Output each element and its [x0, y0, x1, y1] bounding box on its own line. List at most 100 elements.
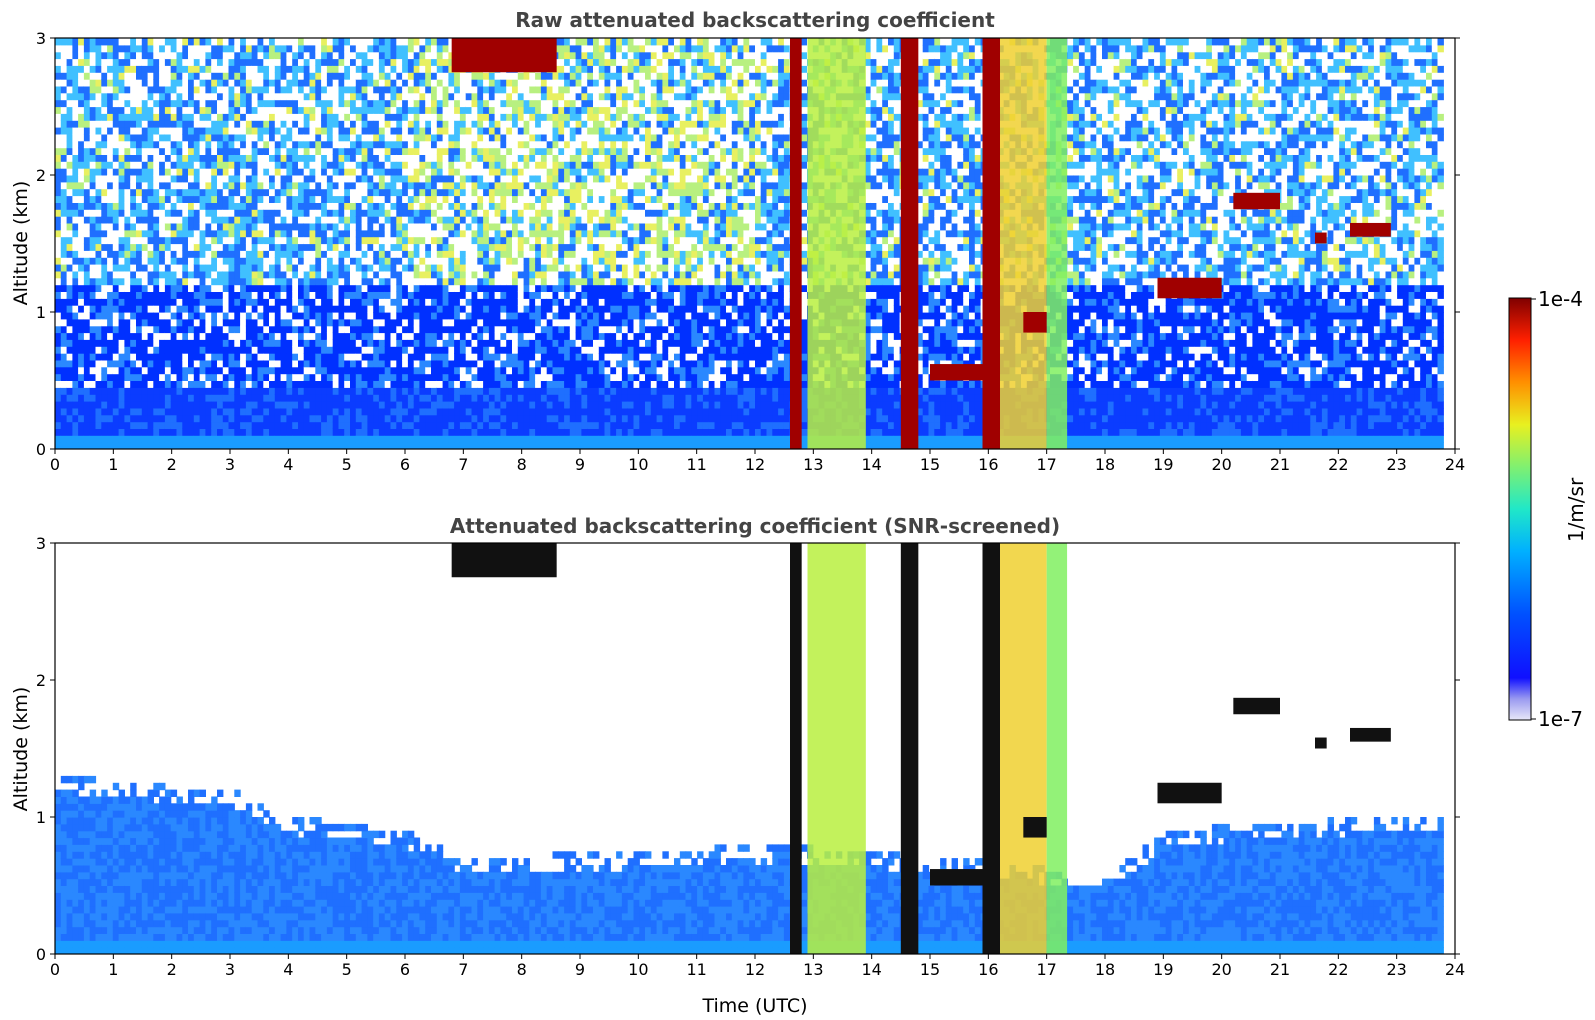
x-tick-label: 11	[686, 960, 706, 979]
cloud-layer	[1233, 697, 1280, 715]
x-tick-label: 0	[50, 960, 60, 979]
colorbar-gradient	[1508, 297, 1532, 721]
panel-title-raw: Raw attenuated backscattering coefficien…	[515, 8, 995, 32]
x-axis-label: Time (UTC)	[701, 995, 807, 1017]
x-tick-label: 6	[400, 455, 410, 474]
cloud-layer	[930, 869, 983, 886]
x-tick-label: 24	[1445, 455, 1465, 474]
x-tick-label: 20	[1211, 455, 1231, 474]
cloud-layer	[1315, 232, 1327, 244]
backscatter-field	[55, 38, 1444, 450]
x-tick-label: 21	[1270, 960, 1290, 979]
x-tick-label: 6	[400, 960, 410, 979]
precipitation-column	[807, 543, 866, 954]
colorbar: 1e-4 1e-7 1/m/sr	[1508, 287, 1588, 731]
x-tick-label: 5	[342, 960, 352, 979]
x-tick-label: 15	[920, 455, 940, 474]
x-tick-label: 19	[1153, 455, 1173, 474]
x-tick-label: 1	[108, 455, 118, 474]
cloud-layer	[1157, 277, 1222, 299]
x-tick-label: 0	[50, 455, 60, 474]
x-tick-label: 2	[167, 455, 177, 474]
y-ticks-raw: 0 1 2 3	[36, 29, 1460, 459]
x-tick-label: 9	[575, 455, 585, 474]
x-tick-label: 14	[861, 960, 881, 979]
x-tick-label: 8	[517, 960, 527, 979]
cloud-layer	[1350, 727, 1391, 742]
x-tick-label: 24	[1445, 960, 1465, 979]
x-tick-label: 10	[628, 455, 648, 474]
precipitation-column	[807, 38, 866, 449]
plot-area-raw	[55, 38, 1455, 450]
x-tick-label: 16	[978, 455, 998, 474]
y-axis-label-raw: Altitude (km)	[10, 181, 32, 306]
colorbar-max-label: 1e-4	[1538, 287, 1583, 311]
cloud-layer	[451, 38, 557, 73]
colorbar-unit-label: 1/m/sr	[1564, 477, 1588, 542]
x-tick-label: 16	[978, 960, 998, 979]
x-tick-label: 23	[1386, 455, 1406, 474]
panel-screened: Attenuated backscattering coefficient (S…	[10, 514, 1465, 1017]
cloud-layer	[900, 543, 919, 954]
x-tick-label: 22	[1328, 455, 1348, 474]
cloud-layer	[982, 543, 1000, 954]
colorbar-min-label: 1e-7	[1538, 707, 1583, 731]
panel-title-screened: Attenuated backscattering coefficient (S…	[450, 514, 1060, 538]
x-tick-label: 1	[108, 960, 118, 979]
y-tick-label: 2	[36, 671, 46, 690]
x-tick-label: 9	[575, 960, 585, 979]
x-tick-label: 19	[1153, 960, 1173, 979]
x-tick-label: 17	[1036, 455, 1056, 474]
x-tick-label: 13	[803, 960, 823, 979]
cloud-layer	[1023, 312, 1047, 333]
x-tick-label: 23	[1386, 960, 1406, 979]
x-tick-label: 12	[745, 960, 765, 979]
plot-area-screened	[55, 543, 1455, 955]
x-ticks-raw: 0 1 2 3 4 5 6 7 8 9 10 11 12 13 14 15 16 17 18 19 20 21 22 23 24	[50, 449, 1465, 474]
x-tick-label: 10	[628, 960, 648, 979]
backscatter-field	[55, 775, 1444, 955]
x-tick-label: 4	[283, 960, 293, 979]
x-tick-label: 15	[920, 960, 940, 979]
x-tick-label: 11	[686, 455, 706, 474]
cloud-layer	[1157, 782, 1222, 804]
y-ticks-screened: 0 1 2 3	[36, 534, 1460, 964]
cloud-layer	[451, 543, 557, 578]
x-tick-label: 12	[745, 455, 765, 474]
x-tick-label: 4	[283, 455, 293, 474]
y-tick-label: 1	[36, 808, 46, 827]
cloud-layer	[900, 38, 919, 449]
x-tick-label: 17	[1036, 960, 1056, 979]
cloud-layer	[790, 543, 802, 954]
x-tick-label: 13	[803, 455, 823, 474]
y-tick-label: 0	[36, 945, 46, 964]
cloud-layer	[930, 364, 983, 381]
x-tick-label: 20	[1211, 960, 1231, 979]
cloud-layer	[1233, 192, 1280, 210]
x-tick-label: 2	[167, 960, 177, 979]
y-axis-label-screened: Altitude (km)	[10, 687, 32, 812]
panel-raw: Raw attenuated backscattering coefficien…	[10, 8, 1465, 474]
x-ticks-screened: 0 1 2 3 4 5 6 7 8 9 10 11 12 13 14 15 16 17 18 19 20 21 22 23 24	[50, 954, 1465, 979]
y-tick-label: 2	[36, 166, 46, 185]
x-tick-label: 18	[1095, 455, 1115, 474]
x-tick-label: 3	[225, 455, 235, 474]
x-tick-label: 7	[458, 960, 468, 979]
cloud-layer	[1023, 817, 1047, 838]
x-tick-label: 3	[225, 960, 235, 979]
precipitation-column	[1046, 543, 1068, 954]
x-tick-label: 21	[1270, 455, 1290, 474]
cloud-layer	[1315, 737, 1327, 749]
y-tick-label: 0	[36, 440, 46, 459]
cloud-layer	[790, 38, 802, 449]
x-tick-label: 8	[517, 455, 527, 474]
x-tick-label: 22	[1328, 960, 1348, 979]
x-tick-label: 18	[1095, 960, 1115, 979]
x-tick-label: 7	[458, 455, 468, 474]
y-tick-label: 1	[36, 303, 46, 322]
y-tick-label: 3	[36, 29, 46, 48]
x-tick-label: 5	[342, 455, 352, 474]
precipitation-column	[1046, 38, 1068, 449]
x-tick-label: 14	[861, 455, 881, 474]
